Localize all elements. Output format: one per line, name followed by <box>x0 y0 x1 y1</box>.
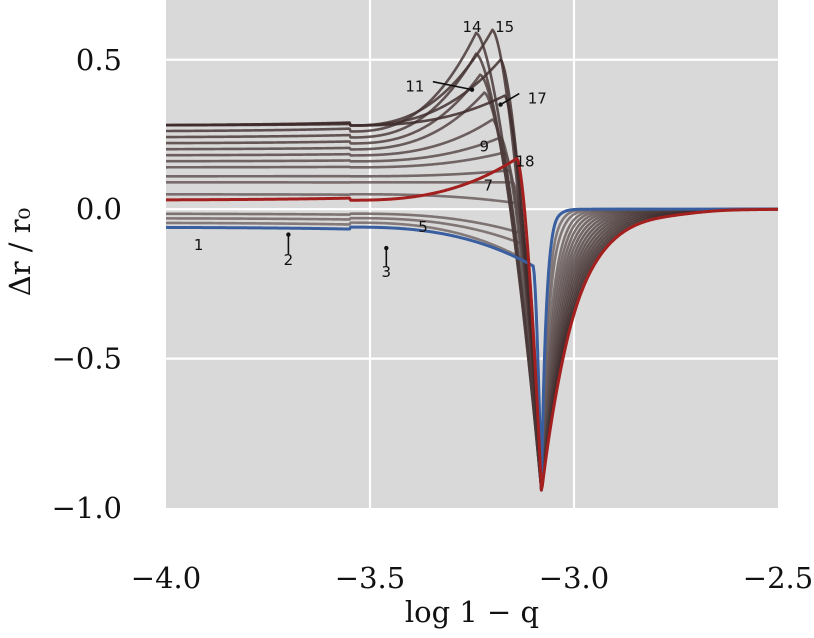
curve-label: 1 <box>194 236 204 254</box>
series-group <box>165 28 779 492</box>
ticks: −4.0 −3.5 −3.0 −2.5 −1.0 −0.5 0.0 0.5 <box>52 43 814 595</box>
annotation-leader <box>432 80 473 91</box>
curve-label: 18 <box>515 152 534 170</box>
x-tick-label: −4.0 <box>131 561 201 595</box>
y-tick-label: 0.0 <box>76 192 122 226</box>
y-tick-label: −0.5 <box>52 342 122 376</box>
annotation-leader <box>500 92 520 106</box>
curve-label: 9 <box>479 137 489 155</box>
annotation-marker <box>469 87 475 92</box>
curve-label: 2 <box>284 251 294 269</box>
curve-label: 11 <box>405 78 424 96</box>
y-tick-label: −1.0 <box>52 491 122 525</box>
annotations: 1 2 3 5 7 9 11 14 15 17 18 <box>194 18 547 281</box>
curve-label: 14 <box>462 18 481 36</box>
series-line-18 <box>165 156 779 492</box>
x-tick-label: −2.5 <box>743 561 813 595</box>
annotation-marker <box>384 245 389 251</box>
curve-label: 3 <box>382 263 392 281</box>
plot-background <box>166 0 778 508</box>
x-axis-label: log 1 − q <box>405 595 539 629</box>
series-line-1 <box>165 207 779 492</box>
annotation-marker <box>498 102 503 107</box>
x-tick-label: −3.0 <box>539 561 609 595</box>
curve-label: 15 <box>495 18 514 36</box>
curve-label: 5 <box>418 218 428 236</box>
annotation-marker <box>286 232 291 237</box>
curve-label: 17 <box>528 90 547 108</box>
curve-label: 7 <box>484 176 494 194</box>
y-tick-label: 0.5 <box>76 43 122 77</box>
x-tick-label: −3.5 <box>335 561 405 595</box>
y-axis-label: Δr / r₀ <box>3 208 37 297</box>
